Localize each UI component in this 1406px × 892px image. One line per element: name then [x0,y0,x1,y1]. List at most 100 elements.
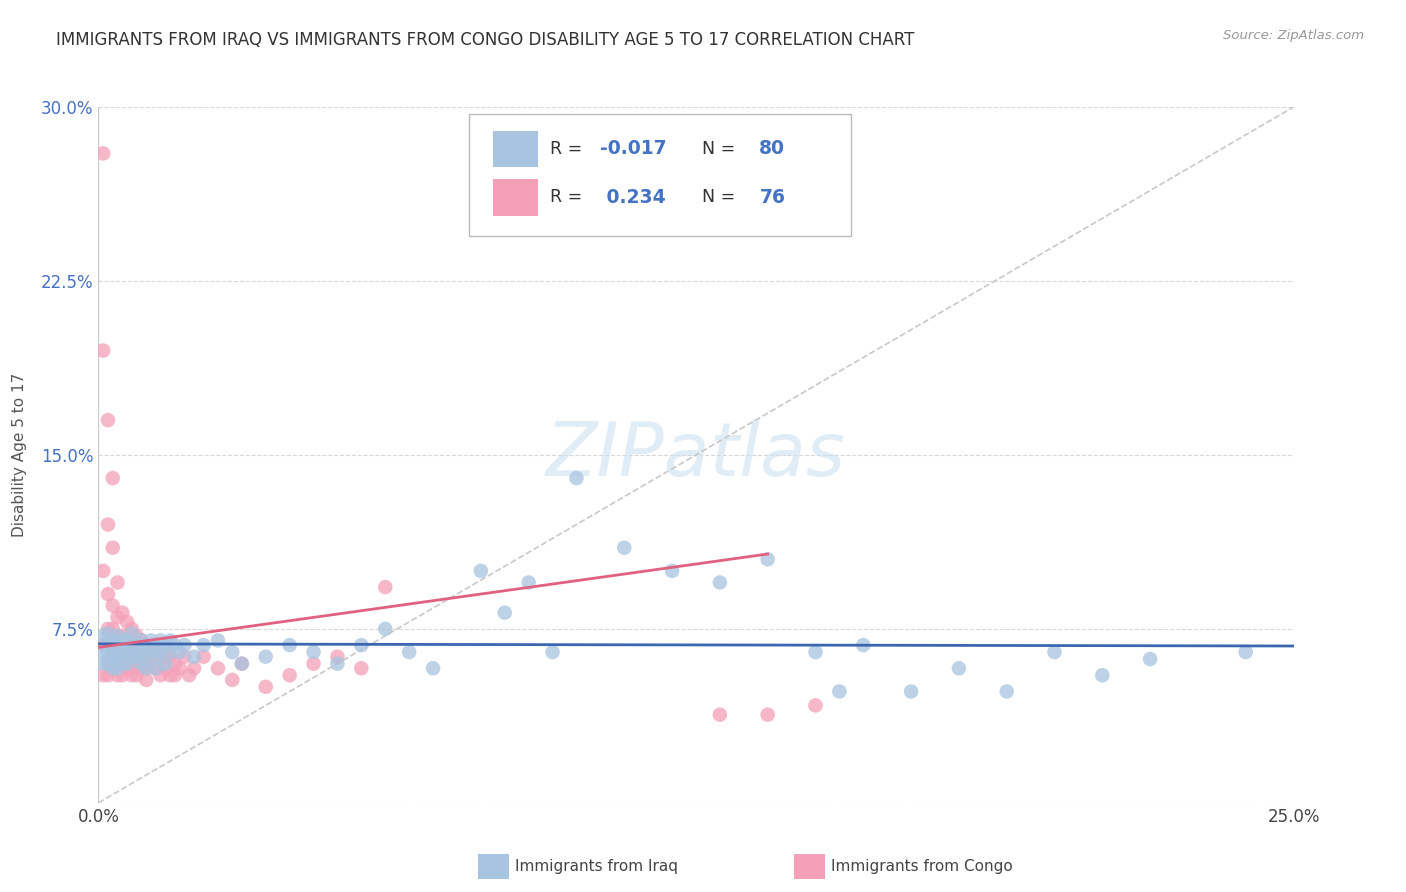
Point [183,649,205,664]
Point [101,638,124,652]
Point [111,645,134,659]
Point [422,661,444,675]
Point [231,657,253,671]
Point [97,657,120,671]
Point [163,638,186,652]
Point [517,575,540,590]
Point [135,673,157,687]
Point [97,626,120,640]
Point [326,657,349,671]
Point [107,668,129,682]
Point [948,661,970,675]
Point [254,680,277,694]
Point [115,661,138,675]
Point [111,668,134,682]
Text: N =: N = [692,140,741,158]
Point [350,638,373,652]
Point [1091,668,1114,682]
Point [159,668,181,682]
Point [804,645,827,659]
Point [541,645,564,659]
Point [131,633,153,648]
Point [101,599,124,613]
Point [565,471,588,485]
Point [97,638,120,652]
Point [494,606,516,620]
Point [97,413,120,427]
Point [135,638,157,652]
Point [121,638,143,652]
Point [709,575,731,590]
Text: Source: ZipAtlas.com: Source: ZipAtlas.com [1223,29,1364,42]
Point [374,580,396,594]
Point [169,645,191,659]
Point [470,564,492,578]
Text: 0.234: 0.234 [600,188,666,207]
Point [131,657,153,671]
Point [173,649,195,664]
Point [107,649,129,664]
Point [91,564,114,578]
Point [107,575,129,590]
Point [756,707,779,722]
Point [115,615,138,629]
Point [278,638,301,652]
Point [709,707,731,722]
Point [145,649,167,664]
Point [828,684,851,698]
Point [221,645,243,659]
Point [101,661,124,675]
Point [115,633,138,648]
Point [135,638,157,652]
Point [159,649,181,664]
Point [101,645,124,659]
Point [207,661,229,675]
Point [121,638,143,652]
Point [900,684,922,698]
Point [1139,652,1161,666]
Point [155,649,177,664]
Point [101,541,124,555]
Point [107,649,129,664]
Point [398,645,420,659]
Point [97,517,120,532]
Text: R =: R = [550,188,588,206]
Point [125,629,148,643]
Point [91,645,114,659]
Point [91,668,114,682]
Text: Immigrants from Iraq: Immigrants from Iraq [515,859,678,873]
Point [231,657,253,671]
Point [121,652,143,666]
Point [97,645,120,659]
Point [183,661,205,675]
Point [302,645,325,659]
Point [101,645,124,659]
Point [111,657,134,671]
Point [149,633,172,648]
Point [115,649,138,664]
Point [852,638,875,652]
Point [111,633,134,648]
Point [173,638,195,652]
Point [278,668,301,682]
Point [111,649,134,664]
Point [169,661,191,675]
Point [350,661,373,675]
Point [139,645,162,659]
Point [139,633,162,648]
Point [155,661,177,675]
Text: IMMIGRANTS FROM IRAQ VS IMMIGRANTS FROM CONGO DISABILITY AGE 5 TO 17 CORRELATION: IMMIGRANTS FROM IRAQ VS IMMIGRANTS FROM … [56,31,915,49]
Point [131,633,153,648]
Point [135,661,157,675]
Point [125,645,148,659]
Point [91,146,114,161]
Point [155,657,177,671]
Point [207,633,229,648]
Point [139,657,162,671]
Point [135,649,157,664]
Point [159,645,181,659]
Point [756,552,779,566]
Point [613,541,636,555]
Point [121,626,143,640]
Point [91,343,114,358]
